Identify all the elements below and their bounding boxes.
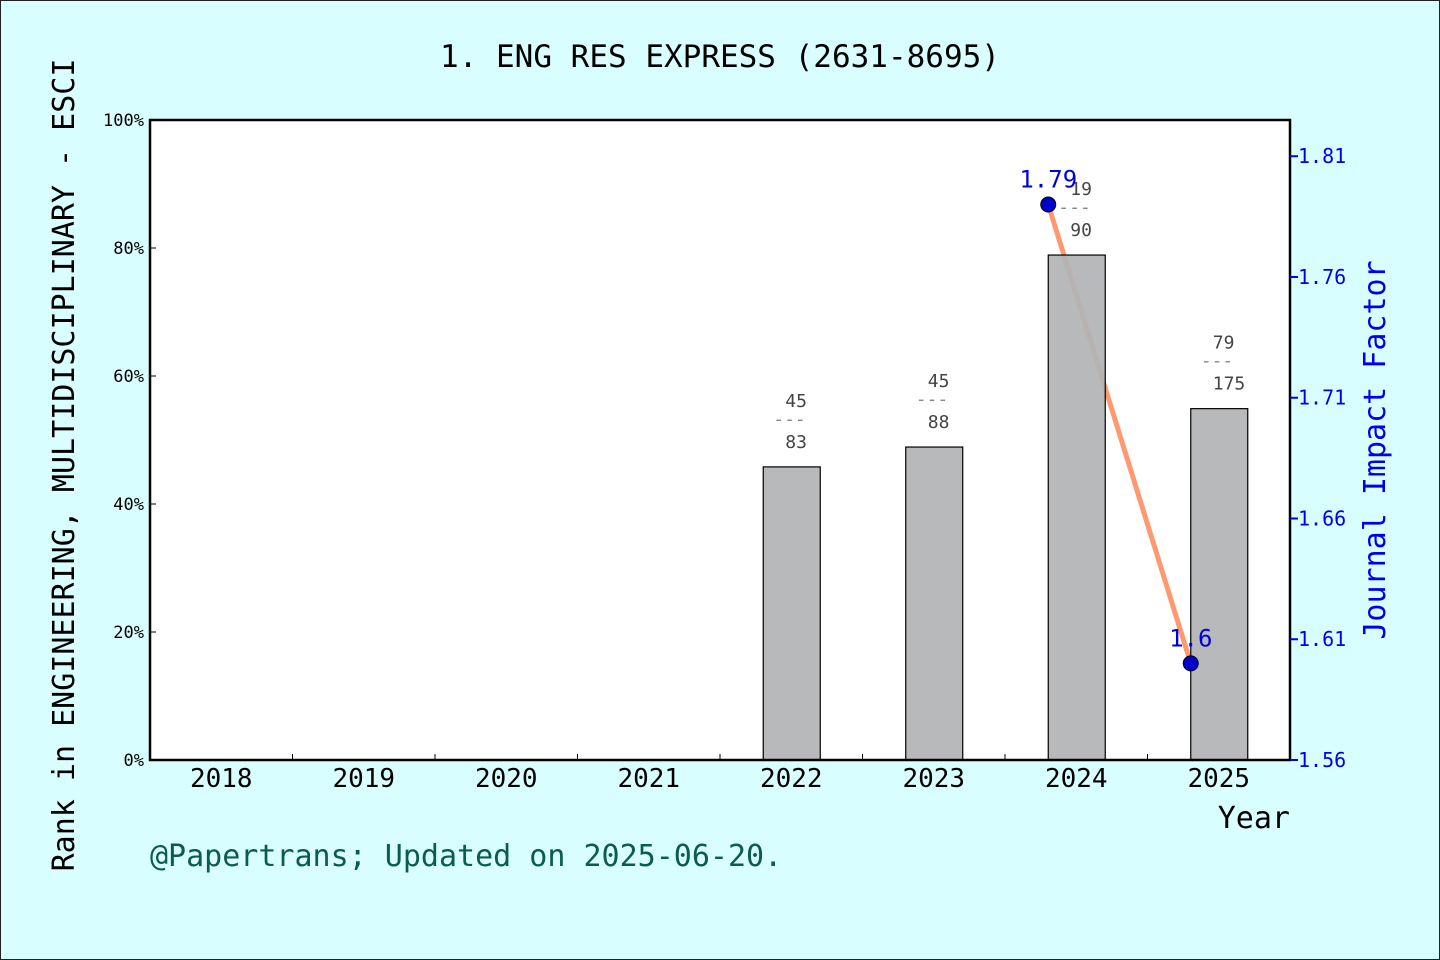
impact-factor-label: 1.79 <box>1019 166 1077 194</box>
bar-total-label: 175 <box>1213 374 1246 395</box>
x-tick-label: 2018 <box>190 764 253 794</box>
x-tick-label: 2022 <box>760 764 823 794</box>
bar-rank-label: 45 <box>785 391 807 412</box>
right-tick-label: 1.81 <box>1298 144 1346 168</box>
bar-separator: --- <box>1201 351 1234 372</box>
right-tick-label: 1.71 <box>1298 386 1346 410</box>
bar-total-label: 83 <box>785 432 807 453</box>
bar-rank-label: 19 <box>1070 179 1092 200</box>
bar-total-label: 90 <box>1070 220 1092 241</box>
right-tick-label: 1.66 <box>1298 506 1346 530</box>
right-axis-label: Journal Impact Factor <box>1358 260 1393 639</box>
impact-factor-point <box>1182 655 1199 672</box>
x-tick-label: 2024 <box>1045 764 1108 794</box>
bar-2024 <box>1047 254 1106 761</box>
bar-2022 <box>762 466 821 761</box>
right-tick-label: 1.61 <box>1298 627 1346 651</box>
left-tick-label: 100% <box>103 111 144 131</box>
x-tick-label: 2019 <box>332 764 395 794</box>
x-axis-label: Year <box>1218 801 1290 836</box>
bar-2023 <box>905 446 964 761</box>
x-tick-label: 2025 <box>1187 764 1250 794</box>
right-tick-label: 1.56 <box>1298 748 1346 772</box>
bar-separator: --- <box>1058 197 1091 218</box>
bar-separator: --- <box>773 409 806 430</box>
left-tick-label: 80% <box>113 239 144 259</box>
left-tick-label: 0% <box>124 751 144 771</box>
x-tick-label: 2020 <box>475 764 538 794</box>
x-tick-label: 2021 <box>617 764 680 794</box>
bar-rank-label: 45 <box>928 371 950 392</box>
bar-2025 <box>1190 408 1249 761</box>
left-tick-label: 60% <box>113 367 144 387</box>
x-tick-label: 2023 <box>902 764 965 794</box>
bar-separator: --- <box>916 389 949 410</box>
left-tick-label: 40% <box>113 495 144 515</box>
impact-factor-label: 1.6 <box>1169 624 1212 652</box>
right-tick-label: 1.76 <box>1298 265 1346 289</box>
left-tick-label: 20% <box>113 623 144 643</box>
impact-factor-point <box>1040 196 1057 213</box>
left-axis-label: Rank in ENGINEERING, MULTIDISCIPLINARY -… <box>47 59 82 872</box>
chart-title: 1. ENG RES EXPRESS (2631-8695) <box>440 39 1000 75</box>
bar-total-label: 88 <box>928 412 950 433</box>
bar-rank-label: 79 <box>1213 333 1235 354</box>
footer-credit: @Papertrans; Updated on 2025-06-20. <box>150 839 782 874</box>
